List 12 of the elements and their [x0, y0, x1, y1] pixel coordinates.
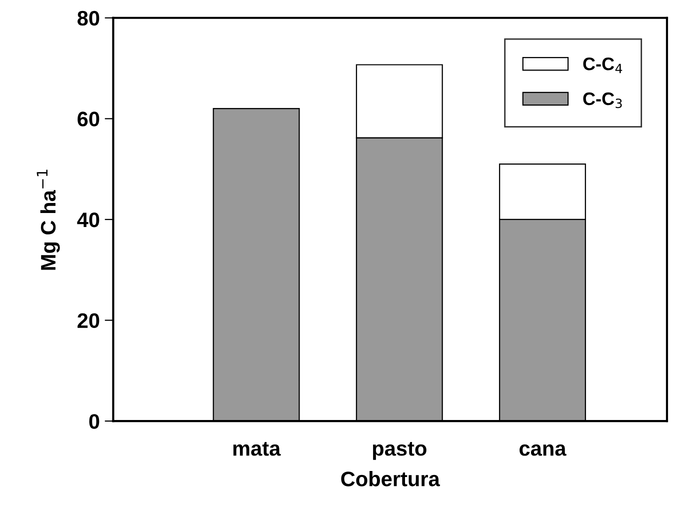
x-tick-label: cana [520, 444, 566, 456]
legend-label: C-C$_{4}$ [583, 58, 622, 74]
y-tick-label: 60 [78, 112, 100, 126]
y-axis-title: Mg C ha$^{−1}$ [36, 170, 60, 270]
y-tick-label: 40 [77, 212, 100, 228]
y-tick-label: 20 [78, 313, 100, 328]
x-axis-title: Cobertura [341, 471, 440, 486]
y-tick-label: 0 [89, 414, 100, 429]
legend-label: C-C$_{3}$ [583, 92, 622, 108]
x-tick-label: pasto [373, 442, 426, 460]
y-tick-label: 80 [78, 10, 100, 26]
x-tick-label: mata [233, 442, 281, 456]
